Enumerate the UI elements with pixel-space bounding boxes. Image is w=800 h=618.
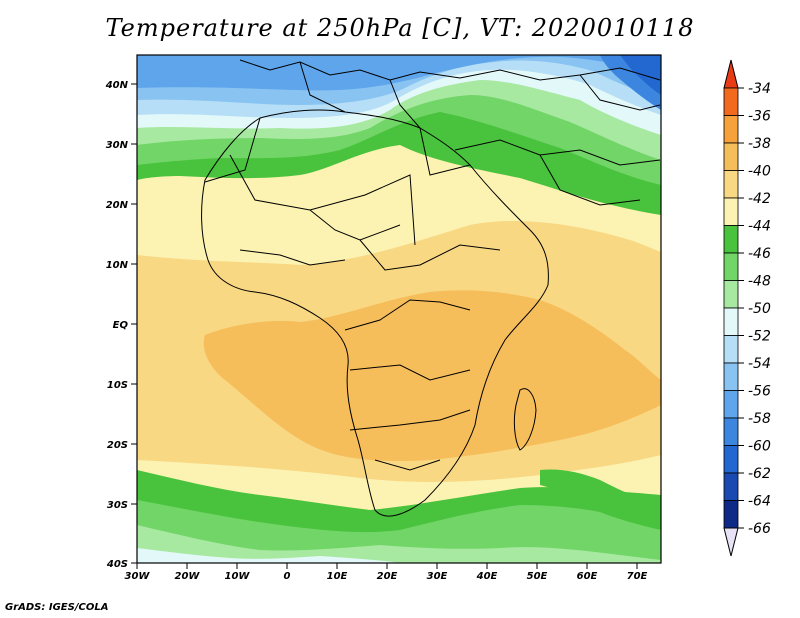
colorbar-swatch — [723, 390, 739, 419]
plot-frame — [136, 54, 662, 564]
colorbar-swatch — [723, 142, 739, 171]
lat-label: 40S — [106, 559, 128, 570]
colorbar-swatch — [723, 307, 739, 336]
colorbar-swatch — [723, 472, 739, 501]
lon-label: 20E — [377, 571, 398, 582]
colorbar-label: -42 — [748, 191, 771, 207]
colorbar-top-arrow — [723, 59, 739, 89]
lon-label: 10W — [225, 571, 251, 582]
colorbar-swatch — [723, 362, 739, 391]
band-58-56 — [137, 55, 661, 91]
country-outlines — [201, 59, 661, 517]
lat-label: EQ — [113, 320, 129, 331]
colorbar-swatch — [723, 87, 739, 116]
colorbar-swatch — [723, 417, 739, 446]
lat-label: 20N — [106, 200, 129, 211]
band-46-44-southeast — [540, 469, 661, 530]
lon-label: 30W — [125, 571, 151, 582]
colorbar-label: -66 — [748, 521, 771, 537]
lon-label: 0 — [284, 571, 291, 582]
colorbar-label: -46 — [748, 246, 771, 262]
band-62-60 — [620, 55, 661, 95]
lat-label: 30N — [106, 140, 129, 151]
colorbar-label: -36 — [748, 109, 771, 125]
color-legend: -34 -36 -38 -40 -42 -44 -46 -48 -50 -52 … — [723, 59, 771, 557]
colorbar-swatch — [723, 500, 739, 529]
lon-label: 40E — [476, 571, 498, 582]
colorbar-label: -34 — [748, 81, 771, 97]
lon-label: 70E — [627, 571, 648, 582]
footer-credit: GrADS: IGES/COLA — [5, 602, 109, 613]
lon-label: 30E — [427, 571, 448, 582]
colorbar-swatch — [723, 280, 739, 309]
colorbar-swatch — [723, 252, 739, 281]
map-title: Temperature at 250hPa [C], VT: 202001011… — [105, 14, 695, 42]
colorbar-label: -48 — [748, 274, 771, 290]
colorbar-label: -44 — [748, 219, 771, 235]
colorbar-swatch — [723, 170, 739, 199]
colorbar-swatch — [723, 115, 739, 144]
lon-label: 60E — [577, 571, 598, 582]
lat-label: 10N — [106, 260, 129, 271]
lon-label: 10E — [327, 571, 348, 582]
lat-axis: 40N 30N 20N 10N EQ 10S 20S 30S 40S — [105, 80, 137, 570]
colorbar-label: -60 — [748, 439, 771, 455]
lat-label: 10S — [107, 380, 128, 391]
colorbar-label: -62 — [748, 466, 771, 482]
colorbar-swatch — [723, 225, 739, 254]
colorbar-label: -50 — [748, 301, 771, 317]
band-52-50-south — [137, 548, 400, 563]
lat-label: 20S — [107, 440, 128, 451]
colorbar-swatch — [723, 197, 739, 226]
band-50-48-south — [137, 525, 661, 563]
colorbar-label: -58 — [748, 411, 771, 427]
colorbar-label: -64 — [748, 494, 771, 510]
lat-label: 40N — [105, 80, 129, 91]
colorbar-swatch — [723, 335, 739, 364]
lon-label: 20W — [175, 571, 201, 582]
colorbar-label: -52 — [748, 329, 771, 345]
colorbar-swatch — [723, 445, 739, 474]
colorbar-label: -54 — [748, 356, 771, 372]
lon-axis: 30W 20W 10W 0 10E 20E 30E 40E 50E 60E 70… — [125, 563, 648, 582]
colorbar-label: -40 — [748, 164, 771, 180]
lat-label: 30S — [107, 500, 128, 511]
colorbar-label: -38 — [748, 136, 771, 152]
temperature-field — [137, 55, 661, 563]
colorbar-bottom-arrow — [723, 527, 739, 557]
colorbar-label: -56 — [748, 384, 771, 400]
lon-label: 50E — [527, 571, 548, 582]
band-40-38 — [203, 290, 661, 462]
